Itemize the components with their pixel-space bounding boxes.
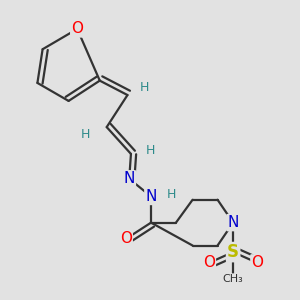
Text: O: O — [203, 255, 215, 270]
Text: O: O — [251, 255, 263, 270]
Text: H: H — [140, 81, 149, 94]
Text: N: N — [146, 189, 157, 204]
Text: O: O — [71, 22, 83, 37]
Text: H: H — [146, 144, 155, 157]
Text: H: H — [80, 128, 90, 141]
Text: N: N — [227, 215, 239, 230]
Text: H: H — [167, 188, 176, 201]
Text: N: N — [124, 171, 135, 186]
Text: S: S — [227, 243, 239, 261]
Text: CH₃: CH₃ — [223, 274, 244, 284]
Text: O: O — [120, 232, 132, 247]
